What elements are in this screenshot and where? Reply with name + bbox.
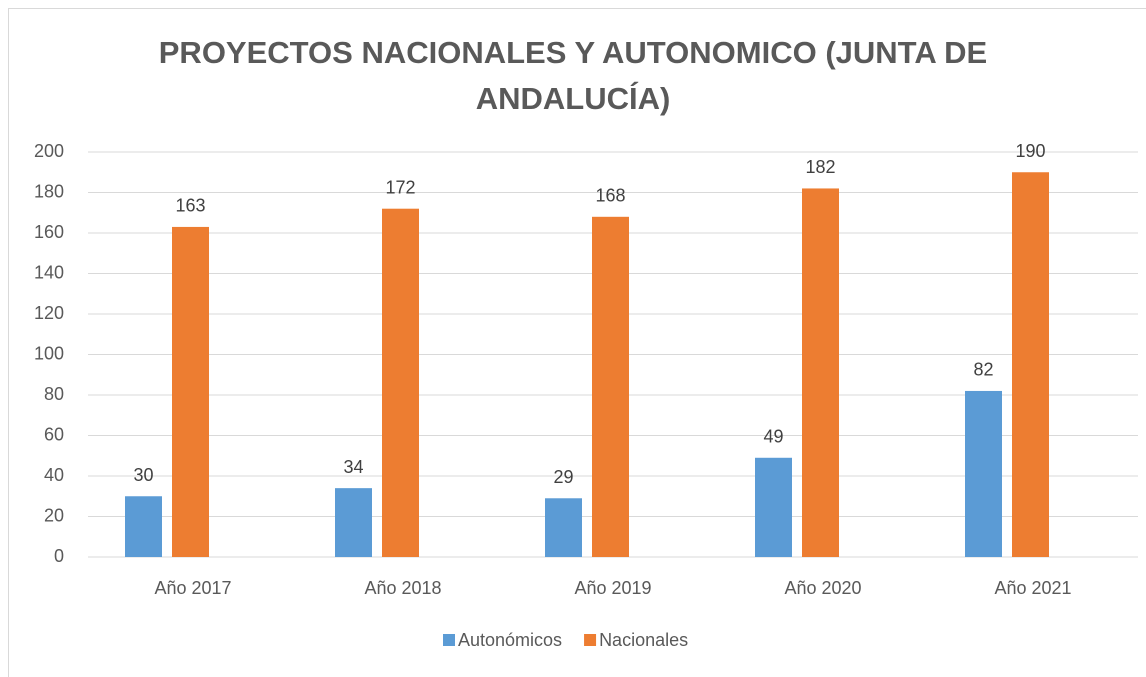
y-tick-label: 0 [54,546,64,566]
data-label: 163 [175,196,205,216]
data-label: 30 [133,465,153,485]
data-label: 168 [595,186,625,206]
data-label: 190 [1015,141,1045,161]
y-tick-label: 60 [44,424,64,444]
legend-swatch [584,634,597,646]
y-tick-label: 120 [34,303,64,323]
y-tick-label: 40 [44,465,64,485]
bar [965,390,1002,557]
bar [125,496,162,557]
x-tick-label: Año 2018 [364,578,441,598]
y-tick-label: 100 [34,343,64,363]
y-tick-label: 20 [44,505,64,525]
bar [755,457,792,557]
data-label: 172 [385,177,415,197]
data-label: 29 [553,467,573,487]
bar [1012,172,1049,557]
x-tick-label: Año 2021 [994,578,1071,598]
bar [545,498,582,557]
bar [592,216,629,558]
y-tick-label: 160 [34,222,64,242]
legend-swatch [443,634,455,646]
data-label: 34 [343,457,363,477]
bar [172,226,209,558]
bar [382,208,419,557]
data-label: 182 [805,157,835,177]
x-tick-label: Año 2020 [784,578,861,598]
data-label: 49 [763,427,783,447]
x-tick-label: Año 2017 [154,578,231,598]
legend-label: Autonómicos [458,630,562,650]
chart-border [8,8,1146,677]
legend-label: Nacionales [599,630,688,650]
bar [802,188,839,557]
x-tick-label: Año 2019 [574,578,651,598]
y-tick-label: 180 [34,181,64,201]
data-label: 82 [973,360,993,380]
y-tick-label: 200 [34,141,64,161]
y-tick-label: 80 [44,384,64,404]
y-tick-label: 140 [34,262,64,282]
bar [335,488,372,557]
chart-title: PROYECTOS NACIONALES Y AUTONOMICO (JUNTA… [158,35,988,116]
